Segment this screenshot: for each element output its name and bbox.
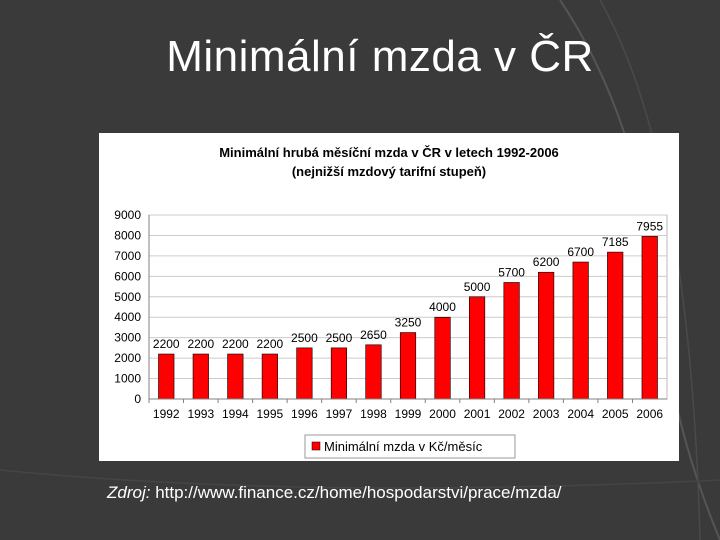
chart-title: Minimální hrubá měsíční mzda v ČR v lete… [219,145,559,160]
y-tick-label: 5000 [114,290,141,304]
x-tick-label: 2000 [429,407,456,421]
source-note: Zdroj: http://www.finance.cz/home/hospod… [107,483,562,503]
data-label: 2200 [153,337,180,351]
bar [158,353,175,400]
bar [227,353,244,400]
x-tick-label: 1996 [291,407,318,421]
data-label: 7185 [602,235,629,249]
slide-title: Minimální mzda v ČR [166,32,594,81]
x-tick-label: 2003 [533,407,560,421]
x-tick-label: 1999 [395,407,422,421]
data-label: 3250 [395,316,422,330]
data-label: 2650 [360,328,387,342]
data-label: 5700 [498,265,525,279]
x-tick-label: 1995 [257,407,284,421]
x-tick-label: 2001 [464,407,491,421]
x-tick-label: 1994 [222,407,249,421]
x-tick-label: 1998 [360,407,387,421]
y-tick-label: 0 [134,392,141,406]
data-label: 6200 [533,255,560,269]
y-tick-label: 3000 [114,331,141,345]
data-label: 4000 [429,300,456,314]
bar [296,347,313,400]
chart-container: Minimální hrubá měsíční mzda v ČR v lete… [99,133,679,461]
y-tick-label: 1000 [114,372,141,386]
bar [538,271,555,400]
bar [641,236,658,400]
bar-chart: Minimální hrubá měsíční mzda v ČR v lete… [114,145,668,459]
source-label: Zdroj: [107,483,151,502]
data-label: 5000 [464,280,491,294]
bar [434,316,451,400]
legend-swatch [311,441,321,451]
legend: Minimální mzda v Kč/měsíc [304,434,516,459]
y-tick-label: 8000 [114,228,141,242]
y-tick-label: 4000 [114,310,141,324]
y-tick-label: 6000 [114,269,141,283]
data-label: 2200 [187,337,214,351]
x-tick-label: 1993 [187,407,214,421]
bar [261,353,278,400]
bar [572,261,589,400]
bar [607,251,624,400]
data-label: 2500 [291,331,318,345]
bar [399,332,417,400]
bar [468,296,486,400]
data-label: 2500 [326,331,353,345]
x-tick-label: 2005 [602,407,629,421]
x-tick-label: 1997 [326,407,353,421]
x-tick-label: 2006 [636,407,663,421]
bar [330,347,348,400]
data-label: 2200 [257,337,284,351]
data-label: 2200 [222,337,249,351]
y-tick-label: 2000 [114,351,141,365]
bar [503,282,520,400]
legend-label: Minimální mzda v Kč/měsíc [324,439,483,454]
y-tick-label: 9000 [114,208,141,222]
bar [365,344,382,400]
y-tick-label: 7000 [114,249,141,263]
data-label: 6700 [567,245,594,259]
chart-subtitle: (nejnižší mzdový tarifní stupeň) [292,164,486,179]
data-label: 7955 [636,219,663,233]
x-tick-label: 2002 [498,407,525,421]
bar [192,353,209,400]
source-link[interactable]: http://www.finance.cz/home/hospodarstvi/… [155,483,562,502]
x-tick-label: 2004 [567,407,594,421]
x-tick-label: 1992 [153,407,180,421]
